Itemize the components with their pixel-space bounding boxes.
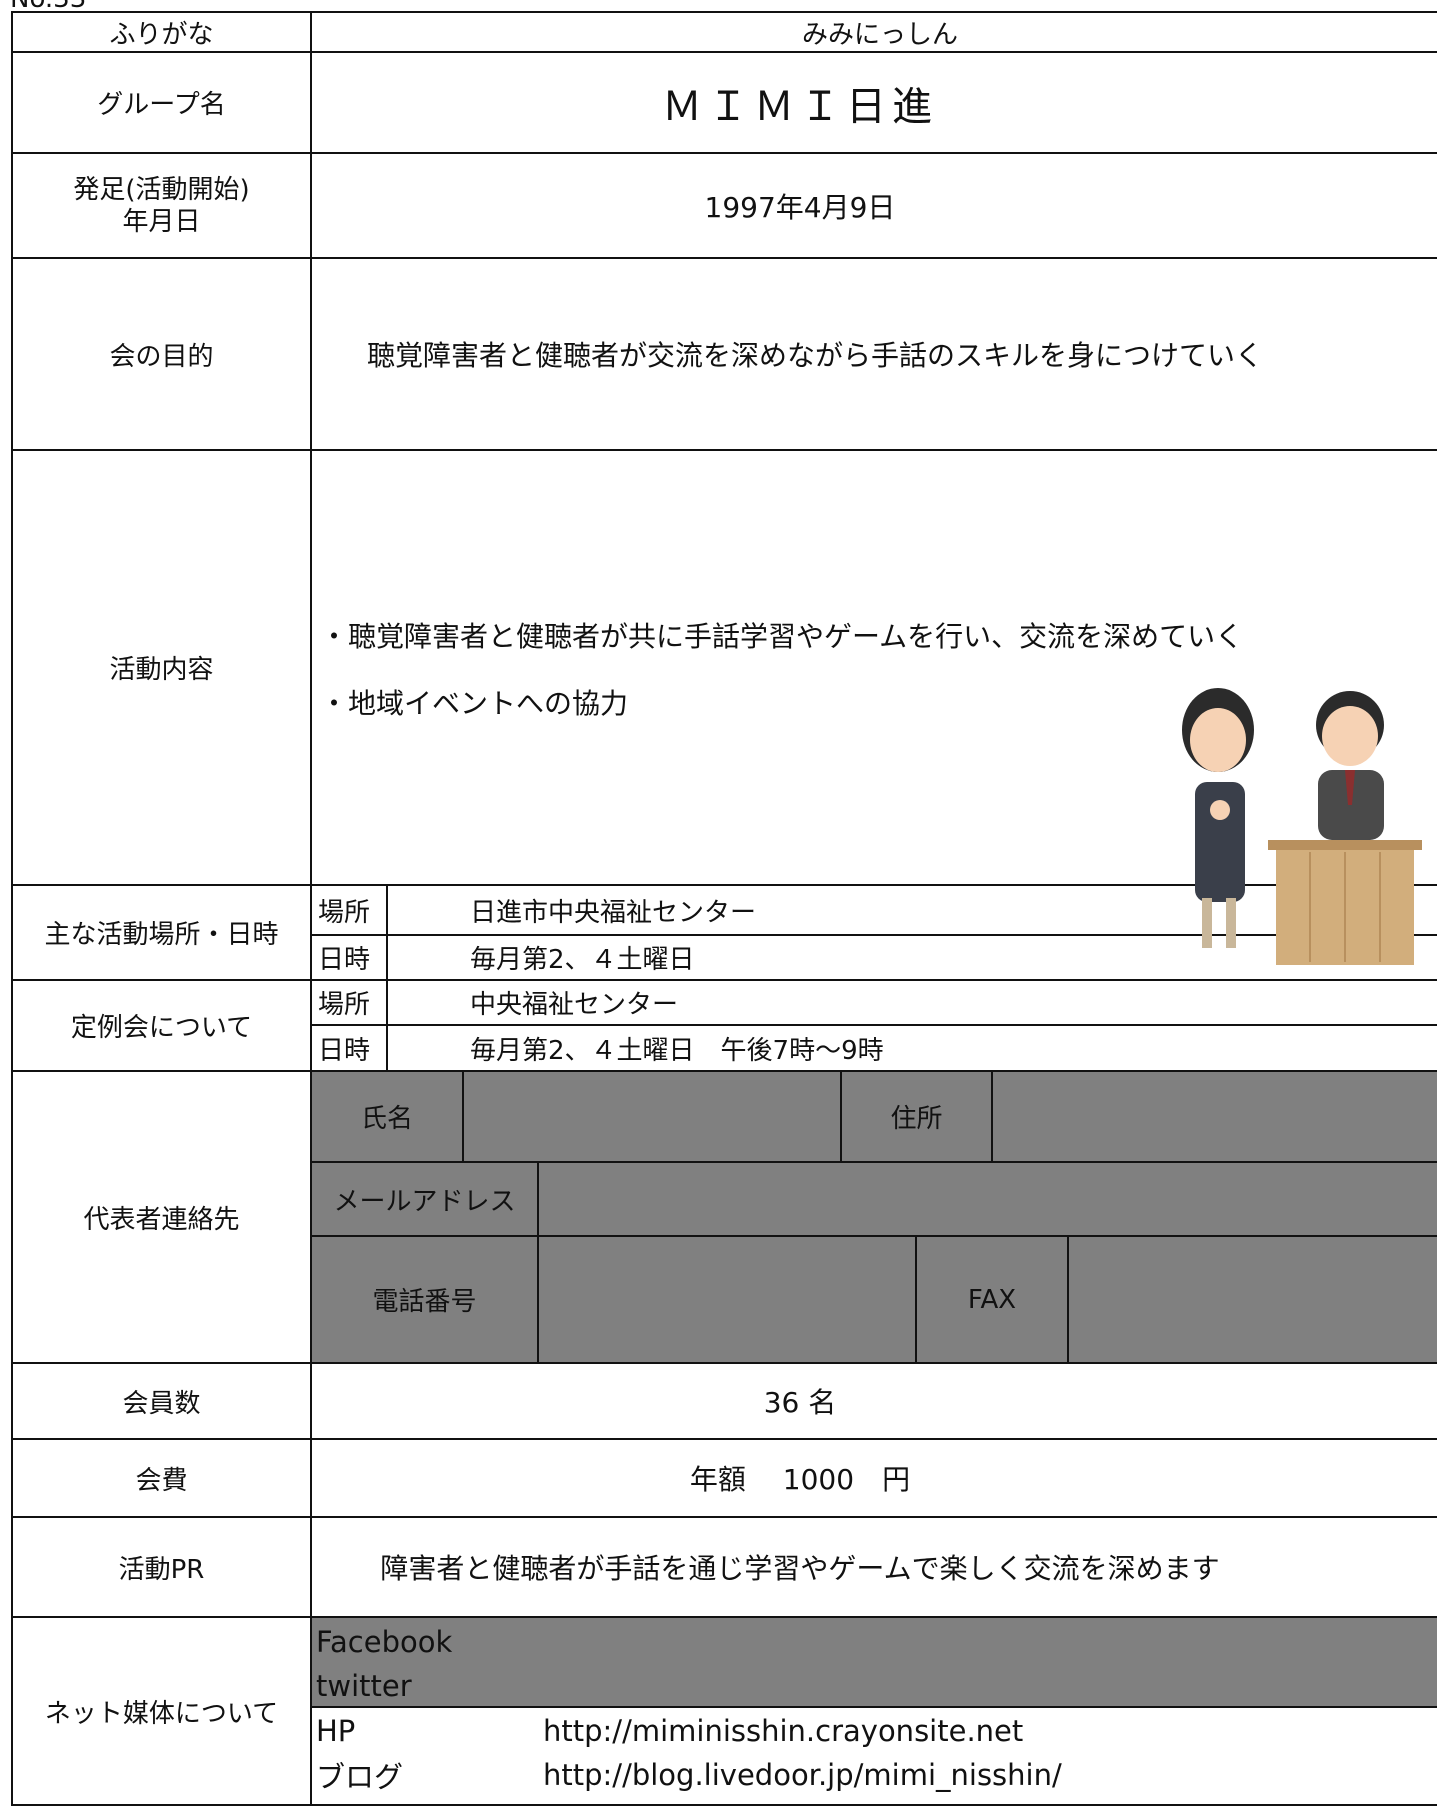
item: ・聴覚障害者と健聴者が共に手話学習やゲームを行い、交流を深めていく xyxy=(320,620,1244,653)
field xyxy=(1067,1235,1437,1364)
label: 会の目的 xyxy=(11,257,312,451)
field-label: メールアドレス xyxy=(310,1161,539,1237)
label: 活動PR xyxy=(11,1516,312,1618)
value: ＭＩＭＩ日進 xyxy=(310,51,1437,154)
sub-label: 日時 xyxy=(310,934,388,981)
sub-label: 場所 xyxy=(310,884,388,936)
label: 主な活動場所・日時 xyxy=(11,884,312,981)
value: 障害者と健聴者が手話を通じ学習やゲームで楽しく交流を深めます xyxy=(310,1516,1437,1618)
podium xyxy=(1268,840,1422,965)
value: 中央福祉センター xyxy=(386,979,1437,1026)
label: 活動内容 xyxy=(11,449,312,886)
value: みみにっしん xyxy=(310,11,1437,53)
value: 1997年4月9日 xyxy=(310,152,1437,259)
label: グループ名 xyxy=(11,51,312,154)
field-label: 住所 xyxy=(840,1070,993,1163)
gray-band xyxy=(310,1616,1437,1708)
facebook: Facebook xyxy=(316,1625,453,1659)
label: 定例会について xyxy=(11,979,312,1072)
field-label: FAX xyxy=(915,1235,1069,1364)
label: 会員数 xyxy=(11,1362,312,1440)
label: ネット媒体について xyxy=(11,1616,312,1806)
blog-label: ブログ xyxy=(316,1760,404,1794)
sub-label: 日時 xyxy=(310,1024,388,1072)
field xyxy=(991,1070,1437,1163)
value: 年額 1000 円 xyxy=(310,1438,1437,1518)
man xyxy=(1316,691,1384,840)
value: 36 名 xyxy=(310,1362,1437,1440)
woman xyxy=(1182,688,1254,948)
value: 毎月第2、４土曜日 午後7時～9時 xyxy=(386,1024,1437,1072)
value: 聴覚障害者と健聴者が交流を深めながら手話のスキルを身につけていく xyxy=(310,257,1437,451)
twitter: twitter xyxy=(316,1669,412,1703)
number: No.33 xyxy=(10,0,86,14)
sub-label: 場所 xyxy=(310,979,388,1026)
illustration xyxy=(1182,688,1422,965)
item: ・地域イベントへの協力 xyxy=(320,687,629,720)
field xyxy=(462,1070,842,1163)
field xyxy=(537,1235,917,1364)
field xyxy=(537,1161,1437,1237)
blog-url: http://blog.livedoor.jp/mimi_nisshin/ xyxy=(543,1758,1062,1792)
field-label: 電話番号 xyxy=(310,1235,539,1364)
label: 会費 xyxy=(11,1438,312,1518)
hp-url: http://miminisshin.crayonsite.net xyxy=(543,1714,1024,1748)
label: 代表者連絡先 xyxy=(11,1070,312,1364)
label-line: 発足(活動開始) xyxy=(73,174,250,205)
hp-label: HP xyxy=(316,1714,356,1748)
label: 発足(活動開始) 年月日 xyxy=(11,152,312,259)
field-label: 氏名 xyxy=(310,1070,464,1163)
label-line: 年月日 xyxy=(122,206,201,237)
label: ふりがな xyxy=(11,11,312,53)
